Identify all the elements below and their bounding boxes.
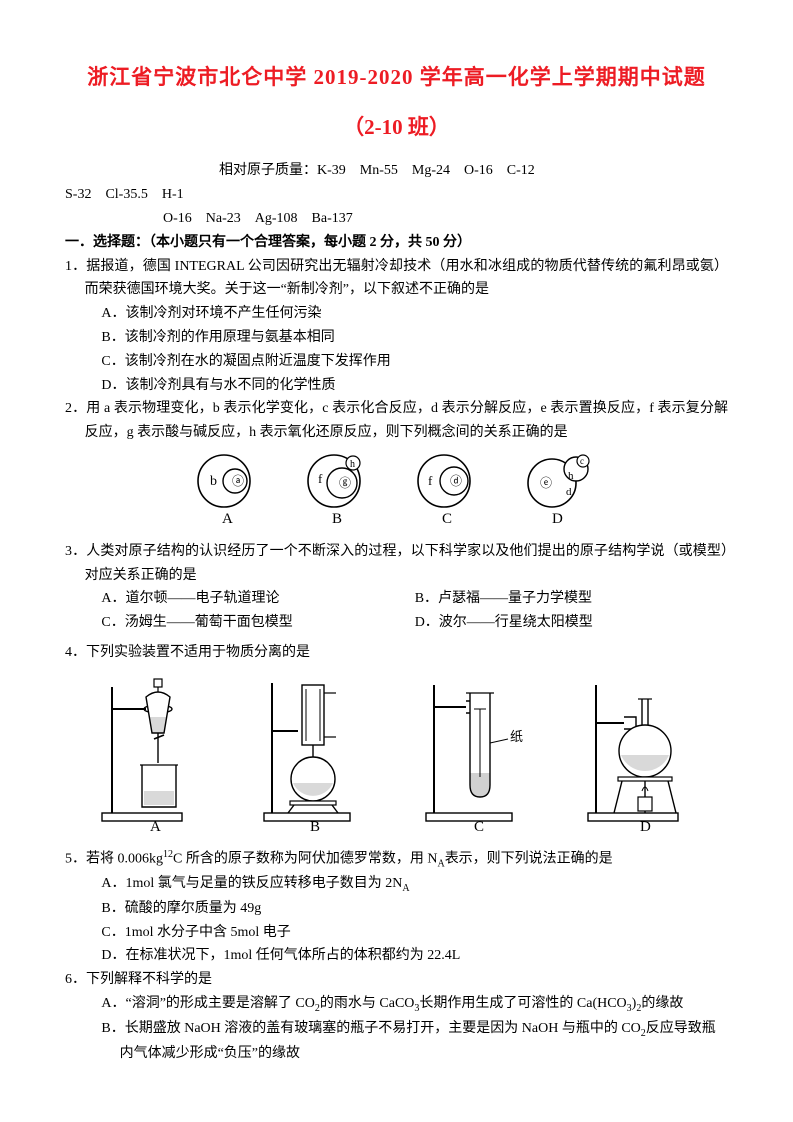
svg-text:D: D [552,511,563,527]
svg-text:h: h [568,470,574,482]
q5-optA: A．1mol 氯气与足量的铁反应转移电子数目为 2NA [65,872,728,897]
q5-post: 表示，则下列说法正确的是 [445,851,613,866]
q6-stem: 6．下列解释不科学的是 [65,968,728,992]
q6-optA: A．“溶洞”的形成主要是溶解了 CO2的雨水与 CaCO3长期作用生成了可溶性的… [83,992,728,1017]
svg-text:f: f [428,473,433,488]
q5-A-sub: A [402,883,409,894]
q4-diagram-B: B [246,673,386,842]
svg-text:A: A [150,819,161,833]
q6-A-4: 的缘故 [641,996,683,1011]
q2-diagram-C: f ⓓ C [408,451,496,536]
svg-text:C: C [442,511,452,527]
section-heading: 一．选择题：（本小题只有一个合理答案，每小题 2 分，共 50 分） [65,231,728,255]
atomic-mass-line2: S-32 Cl-35.5 H-1 [65,183,728,207]
q3-opts-row1: A．道尔顿——电子轨道理论 B．卢瑟福——量子力学模型 [65,587,728,611]
q4-diagram-D: D [570,673,710,842]
atomic-mass-line3: O-16 Na-23 Ag-108 Ba-137 [65,207,728,231]
q2-diagram-A: b ⓐ A [188,451,276,536]
doc-subtitle: （2-10 班） [65,110,728,146]
svg-text:f: f [318,471,323,486]
svg-text:b: b [210,474,217,489]
q4-stem: 4．下列实验装置不适用于物质分离的是 [65,641,728,665]
svg-text:ⓔ: ⓔ [540,476,552,490]
svg-text:A: A [222,511,233,527]
q1-optB: B．该制冷剂的作用原理与氨基本相同 [65,326,728,350]
svg-text:ⓖ: ⓖ [339,476,351,490]
q1-optD: D．该制冷剂具有与水不同的化学性质 [65,374,728,398]
svg-text:d: d [566,486,572,498]
q1-optA: A．该制冷剂对环境不产生任何污染 [65,302,728,326]
svg-text:ⓐ: ⓐ [232,474,244,488]
exam-page: 浙江省宁波市北仑中学 2019-2020 学年高一化学上学期期中试题 （2-10… [0,0,793,1122]
q3-optA: A．道尔顿——电子轨道理论 [101,587,414,611]
q3-optD: D．波尔——行星绕太阳模型 [415,611,728,635]
svg-text:ⓓ: ⓓ [450,474,462,488]
q6-A-3: 长期作用生成了可溶性的 Ca(HCO [419,996,626,1011]
q5-optC: C．1mol 水分子中含 5mol 电子 [65,921,728,945]
q1-optC: C．该制冷剂在水的凝固点附近温度下发挥作用 [65,350,728,374]
q6-optB: B．长期盛放 NaOH 溶液的盖有玻璃塞的瓶子不易打开，主要是因为 NaOH 与… [83,1017,728,1066]
q5-stem: 5．若将 0.006kg12C 所含的原子数称为阿伏加德罗常数，用 NA表示，则… [65,846,728,872]
svg-text:B: B [310,819,320,833]
q3-stem: 3．人类对原子结构的认识经历了一个不断深入的过程，以下科学家以及他们提出的原子结… [65,540,728,588]
q3-optB: B．卢瑟福——量子力学模型 [415,587,728,611]
q4-diagram-A: A [84,673,224,842]
svg-text:h: h [350,459,355,470]
q5-Apre: A．1mol 氯气与足量的铁反应转移电子数目为 2N [101,876,402,891]
q2-diagram-D: ⓔ h d c D [518,451,606,536]
q6-A-2: 的雨水与 CaCO [320,996,415,1011]
q2-stem: 2．用 a 表示物理变化，b 表示化学变化，c 表示化合反应，d 表示分解反应，… [65,397,728,445]
q6-B-1: B．长期盛放 NaOH 溶液的盖有玻璃塞的瓶子不易打开，主要是因为 NaOH 与… [101,1021,640,1036]
q5-optB: B．硫酸的摩尔质量为 49g [65,897,728,921]
svg-text:c: c [580,456,584,466]
svg-text:B: B [332,511,342,527]
q2-diagram-B: f ⓖ h B [298,451,386,536]
q3-opts-row2: C．汤姆生——葡萄干面包模型 D．波尔——行星绕太阳模型 [65,611,728,635]
svg-text:纸: 纸 [510,729,523,744]
atomic-mass-line1: 相对原子质量：K-39 Mn-55 Mg-24 O-16 C-12 [65,159,728,183]
q5-sup12: 12 [163,849,173,860]
svg-text:C: C [474,819,484,833]
q4-diagram-C: 纸 C [408,673,548,842]
q2-diagram-row: b ⓐ A f ⓖ h B f ⓓ C [65,451,728,536]
q3-optC: C．汤姆生——葡萄干面包模型 [101,611,414,635]
q5-pre: 5．若将 0.006kg [65,851,163,866]
doc-title: 浙江省宁波市北仑中学 2019-2020 学年高一化学上学期期中试题 [65,60,728,96]
q5-subA: A [437,858,444,869]
q1-stem: 1．据报道，德国 INTEGRAL 公司因研究出无辐射冷却技术（用水和冰组成的物… [65,255,728,303]
svg-text:D: D [640,819,651,833]
q4-diagram-row: A B [65,673,728,842]
q6-A-1: A．“溶洞”的形成主要是溶解了 CO [101,996,315,1011]
q5-mid: C 所含的原子数称为阿伏加德罗常数，用 N [173,851,437,866]
q5-optD: D．在标准状况下，1mol 任何气体所占的体积都约为 22.4L [65,944,728,968]
